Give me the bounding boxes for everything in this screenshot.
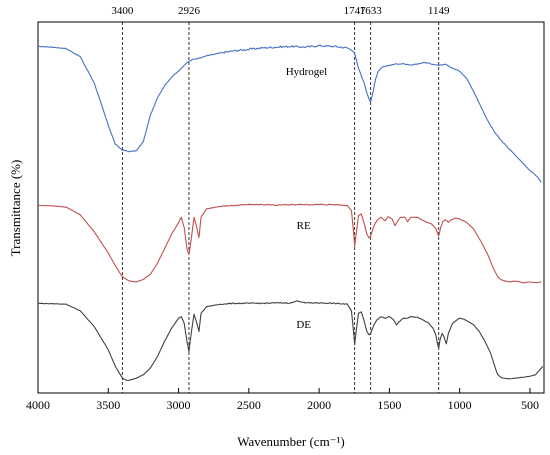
series-label-re: RE	[297, 220, 311, 232]
y-axis-title: Transmittance (%)	[8, 160, 23, 257]
x-tick-label: 2000	[307, 398, 331, 412]
peak-label: 1747	[344, 5, 367, 17]
x-tick-label: 3500	[96, 398, 120, 412]
x-tick-label: 1500	[377, 398, 401, 412]
x-tick-label: 4000	[26, 398, 50, 412]
plot-frame	[37, 21, 545, 394]
x-tick-label: 500	[521, 398, 539, 412]
series-lines	[37, 44, 544, 381]
x-tick-label: 1000	[448, 398, 472, 412]
series-labels: Hydrogel RE DE	[286, 66, 328, 331]
peak-label: 2926	[178, 5, 201, 17]
x-axis-ticks: 4000 3500 3000 2500 2000 1500 1000 500	[26, 388, 539, 412]
peak-label: 3400	[111, 5, 134, 17]
x-tick-label: 2500	[237, 398, 261, 412]
series-line-re	[37, 203, 542, 284]
x-tick-label: 3000	[167, 398, 191, 412]
series-label-de: DE	[296, 319, 311, 331]
series-line-de	[37, 300, 544, 381]
peak-label: 1633	[360, 5, 383, 17]
series-line-hydrogel	[37, 44, 542, 183]
x-axis-title: Wavenumber (cm⁻¹)	[237, 434, 345, 449]
peak-label: 1149	[428, 5, 450, 17]
series-label-hydrogel: Hydrogel	[286, 66, 328, 78]
